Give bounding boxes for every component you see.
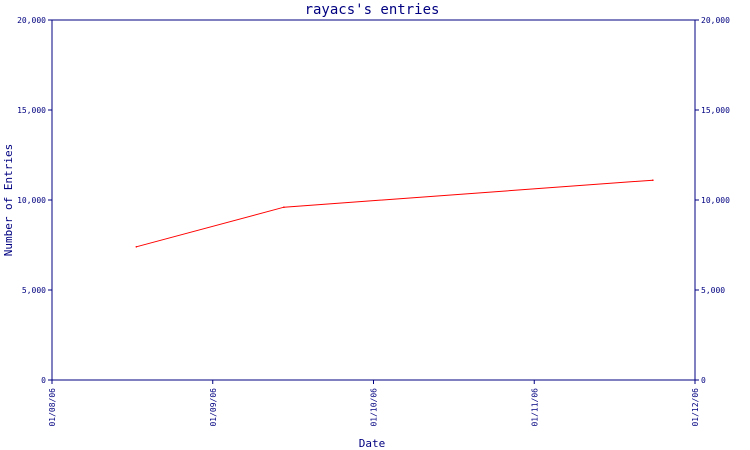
plot-frame xyxy=(51,19,696,381)
data-point xyxy=(283,206,285,208)
series-group xyxy=(135,179,654,248)
y-axis-right: 0 5,000 10,000 15,000 20,000 xyxy=(695,16,730,385)
y-tick-label-left: 10,000 xyxy=(17,196,46,205)
data-point xyxy=(652,179,654,181)
data-point xyxy=(135,246,138,248)
chart-title: rayacs's entries xyxy=(305,2,440,18)
y-tick-label-left: 0 xyxy=(41,376,46,385)
series-line xyxy=(136,179,653,248)
x-tick-label: 01/09/06 xyxy=(209,388,218,427)
y-tick-label-right: 10,000 xyxy=(701,196,730,205)
y-tick-label-left: 20,000 xyxy=(17,16,46,25)
y-tick-label-right: 5,000 xyxy=(701,286,725,295)
y-axis-label: Number of Entries xyxy=(2,144,15,257)
y-tick-label-left: 5,000 xyxy=(22,286,46,295)
x-axis: 01/08/06 01/09/06 01/10/06 01/11/06 01/12/06 xyxy=(48,380,700,427)
y-axis-left: 0 5,000 10,000 15,000 20,000 xyxy=(17,16,52,385)
x-tick-label: 01/11/06 xyxy=(530,388,539,427)
y-tick-label-right: 0 xyxy=(701,376,706,385)
x-tick-label: 01/10/06 xyxy=(370,388,379,427)
x-tick-label: 01/08/06 xyxy=(48,388,57,427)
y-tick-label-right: 15,000 xyxy=(701,106,730,115)
y-tick-label-left: 15,000 xyxy=(17,106,46,115)
x-axis-label: Date xyxy=(359,437,386,450)
x-tick-label: 01/12/06 xyxy=(691,388,700,427)
y-tick-label-right: 20,000 xyxy=(701,16,730,25)
